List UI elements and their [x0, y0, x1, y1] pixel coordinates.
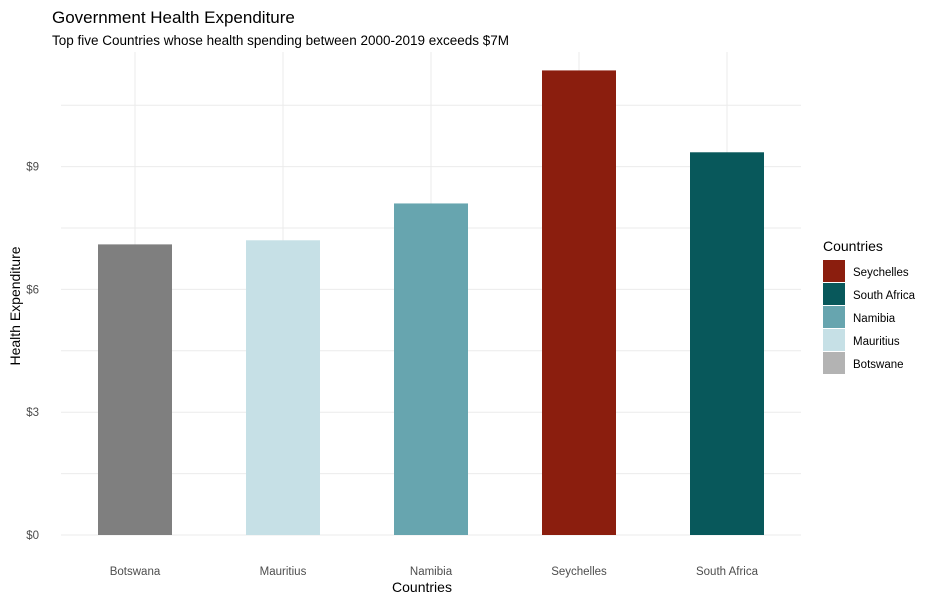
- x-tick-label: South Africa: [696, 566, 759, 578]
- legend: Countries Seychelles South Africa Namibia M…: [823, 238, 916, 374]
- y-tick-label: $6: [26, 284, 39, 296]
- legend-label: Botswane: [853, 359, 904, 371]
- legend-key: [823, 352, 845, 374]
- y-axis-title: Health Expenditure: [7, 246, 23, 365]
- x-axis-title: Countries: [392, 579, 452, 595]
- legend-title: Countries: [823, 238, 883, 254]
- bar-botswana: [98, 244, 172, 536]
- legend-key: [823, 329, 845, 351]
- y-axis-ticks: $0 $3 $6 $9: [26, 162, 39, 542]
- x-tick-label: Seychelles: [551, 566, 607, 578]
- y-tick-label: $0: [26, 530, 39, 542]
- legend-key: [823, 260, 845, 282]
- y-tick-label: $3: [26, 407, 39, 419]
- legend-key: [823, 306, 845, 328]
- chart-title: Government Health Expenditure: [52, 8, 295, 27]
- bars: [98, 70, 764, 536]
- y-tick-label: $9: [26, 162, 39, 174]
- x-tick-label: Botswana: [110, 566, 161, 578]
- chart-subtitle: Top five Countries whose health spending…: [52, 33, 509, 48]
- bar-south-africa: [690, 152, 764, 535]
- bar-mauritius: [246, 240, 320, 535]
- legend-label: Mauritius: [853, 336, 900, 348]
- bar-namibia: [394, 203, 468, 535]
- legend-label: Namibia: [853, 313, 896, 325]
- legend-label: South Africa: [853, 290, 916, 302]
- bar-seychelles: [542, 70, 616, 535]
- legend-label: Seychelles: [853, 267, 909, 279]
- x-tick-label: Namibia: [410, 566, 453, 578]
- legend-key: [823, 283, 845, 305]
- x-tick-label: Mauritius: [260, 566, 307, 578]
- x-axis-ticks: Botswana Mauritius Namibia Seychelles South …: [110, 566, 759, 578]
